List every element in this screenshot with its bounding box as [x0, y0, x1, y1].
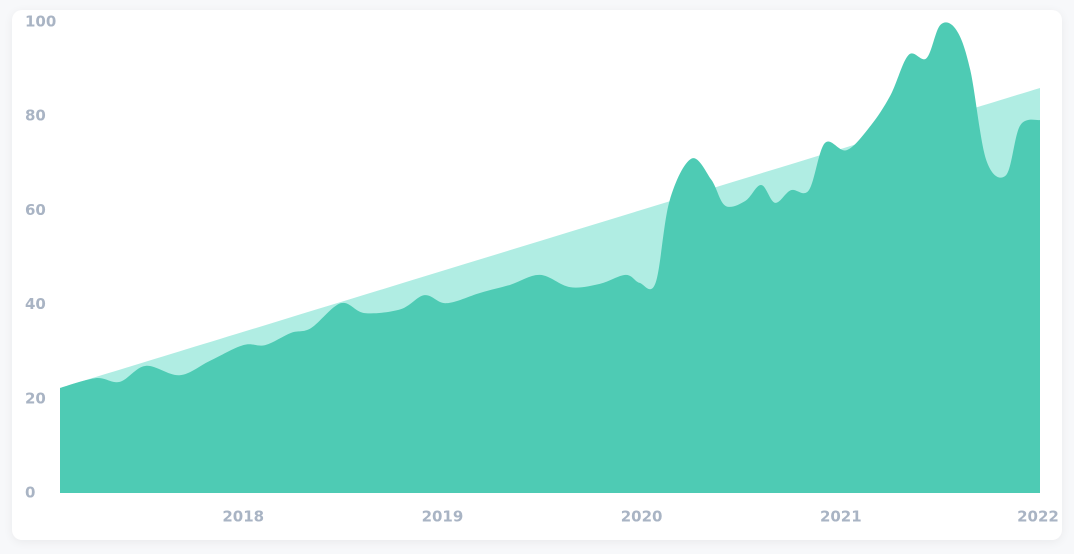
x-tick-label: 2021: [820, 508, 862, 526]
y-tick-label: 40: [25, 295, 46, 313]
y-tick-label: 100: [25, 13, 56, 31]
y-tick-label: 20: [25, 389, 46, 407]
y-tick-label: 60: [25, 201, 46, 219]
area: [60, 22, 1040, 493]
y-tick-label: 0: [25, 484, 35, 502]
x-tick-label: 2022: [1017, 508, 1059, 526]
x-tick-label: 2020: [621, 508, 663, 526]
y-tick-label: 80: [25, 107, 46, 125]
x-tick-label: 2019: [422, 508, 464, 526]
x-tick-label: 2018: [222, 508, 264, 526]
